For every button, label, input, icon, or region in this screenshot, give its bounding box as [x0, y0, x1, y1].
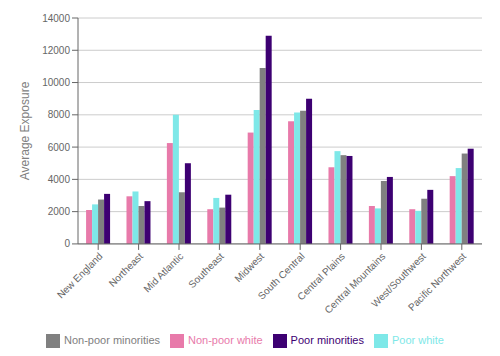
svg-text:4000: 4000	[48, 174, 71, 185]
html-text:Poor minorities: Poor minorities	[290, 333, 364, 346]
svg-text:Pacific Northwest: Pacific Northwest	[406, 250, 469, 313]
svg-text:Average Exposure: Average Exposure	[18, 81, 32, 180]
svg-text:2000: 2000	[48, 206, 71, 217]
svg-text:10000: 10000	[42, 77, 70, 88]
svg-text:8000: 8000	[48, 109, 71, 120]
html-text:Non-poor minorities: Non-poor minorities	[64, 333, 160, 346]
svg-text:6000: 6000	[48, 142, 71, 153]
svg-text:Central Plains: Central Plains	[295, 250, 347, 303]
svg-text:New England: New England	[55, 251, 105, 301]
svg-text:14000: 14000	[42, 13, 70, 24]
svg-text:0: 0	[64, 238, 70, 249]
svg-text:South Central: South Central	[255, 250, 307, 302]
svg-text:12000: 12000	[42, 45, 70, 56]
svg-text:Mid Atlantic: Mid Atlantic	[141, 251, 185, 295]
svg-text:Central Mountains: Central Mountains	[322, 250, 388, 316]
html-text:Non-poor white: Non-poor white	[188, 333, 263, 346]
svg-text:Midwest: Midwest	[233, 250, 267, 284]
svg-text:West/Southwest: West/Southwest	[369, 250, 428, 310]
html-text:Poor white: Poor white	[392, 333, 444, 346]
svg-text:Northeast: Northeast	[107, 250, 146, 289]
svg-text:Southeast: Southeast	[186, 250, 226, 290]
